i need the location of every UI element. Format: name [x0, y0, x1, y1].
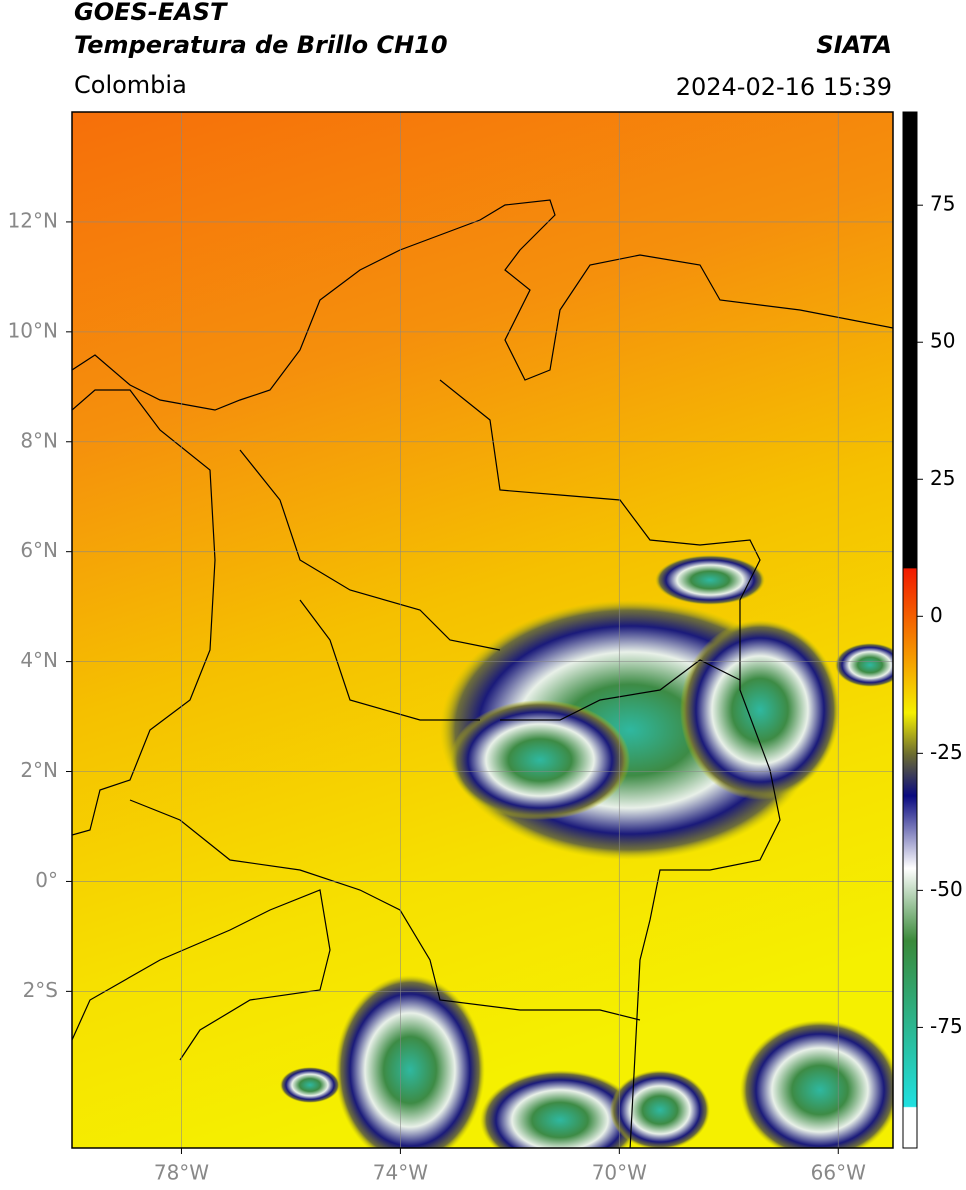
y-tick-label: 12°N — [8, 208, 58, 232]
title: GOES-EAST — [74, 0, 228, 26]
x-tick-label: 66°W — [811, 1161, 866, 1185]
clouds — [280, 555, 893, 1148]
map-frame — [71, 111, 894, 1149]
region: Colombia — [74, 71, 187, 99]
y-tick-label: 0° — [35, 868, 58, 892]
x-tick-label: 78°W — [154, 1161, 209, 1185]
y-tick-label: 10°N — [8, 318, 58, 342]
colorbar-tick-label: 0 — [930, 603, 943, 627]
map — [72, 112, 893, 1148]
colorbar-tick-label: -25 — [930, 740, 963, 764]
source: SIATA — [816, 31, 892, 59]
x-tick-label: 70°W — [592, 1161, 647, 1185]
y-tick-label: 4°N — [20, 648, 58, 672]
colorbar — [902, 111, 918, 1149]
colorbar-tick-label: 50 — [930, 329, 955, 353]
y-tick-label: 6°N — [20, 538, 58, 562]
x-tick-label: 74°W — [373, 1161, 428, 1185]
y-tick-label: 8°N — [20, 428, 58, 452]
colorbar-tick-label: 75 — [930, 192, 955, 216]
colorbar-tick-label: -50 — [930, 877, 963, 901]
y-tick-label: 2°N — [20, 758, 58, 782]
datetime: 2024-02-16 15:39 — [676, 73, 892, 101]
colorbar-tick-label: 25 — [930, 466, 955, 490]
colorbar-tick-label: -75 — [930, 1014, 963, 1038]
subtitle: Temperatura de Brillo CH10 — [74, 31, 448, 59]
y-tick-label: 2°S — [23, 978, 58, 1002]
